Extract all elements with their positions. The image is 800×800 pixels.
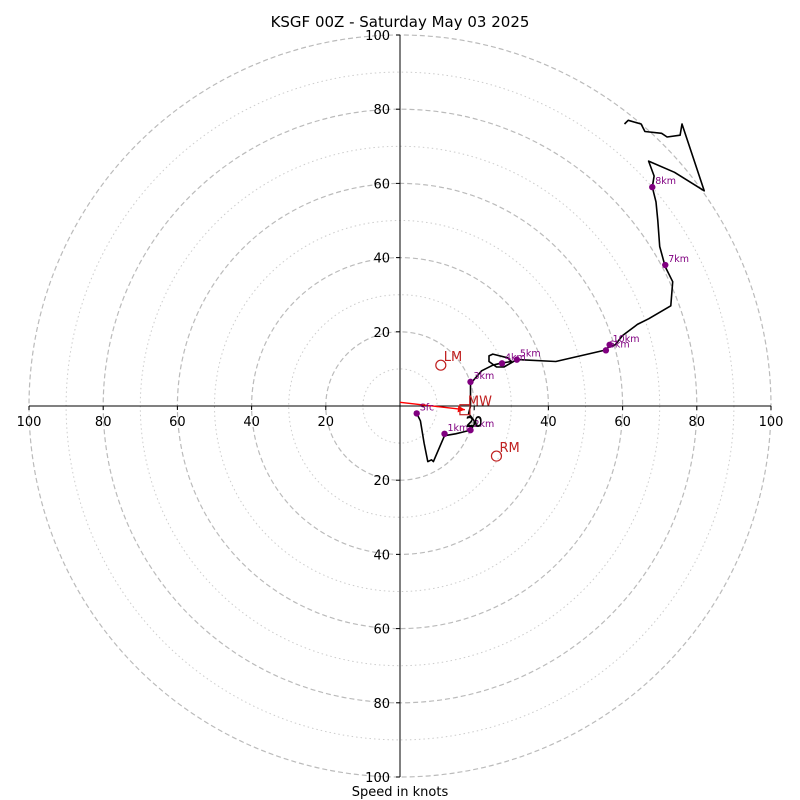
height-marker-point [649,183,656,191]
height-marker-point [467,378,474,386]
height-marker-label: 5km [520,349,541,360]
x-tick-label: 20 [318,415,335,430]
height-marker-label: 7km [668,254,689,265]
y-tick-label: 100 [365,771,390,786]
y-tick-label: 80 [373,697,390,712]
y-tick-label: 20 [373,326,390,341]
x-tick-label: 100 [17,415,42,430]
height-marker-point [662,261,669,269]
x-tick-label: 60 [169,415,186,430]
storm-motion-label: LM [444,350,462,365]
height-marker-point [602,347,610,354]
x-tick-label: 100 [759,415,784,430]
y-tick-label: 40 [373,548,390,563]
height-marker-label: 3km [473,371,494,382]
mean-wind-marker [459,404,471,416]
storm-motion-label: MW [468,395,492,410]
x-tick-label: 60 [614,415,631,430]
storm-motion-markers: LM RM MW [435,350,520,462]
x-axis-label: Speed in knots [352,785,449,800]
height-marker-label: 2km [473,419,494,430]
y-tick-label: 80 [373,103,390,118]
tick-labels: 100 80 60 40 20 20 40 60 80 100 100 80 60 40 20 20 40 60 8… [17,29,784,786]
y-tick-label: 60 [373,177,390,192]
hodograph-trace [415,119,706,463]
storm-motion-label: RM [499,441,519,456]
y-tick-label: 60 [373,623,390,638]
storm-motion-marker [490,450,503,462]
y-tick-label: 100 [365,29,390,44]
chart-title: KSGF 00Z - Saturday May 03 2025 [271,13,530,31]
shear-vector-line [399,401,466,411]
height-marker-point [467,426,474,434]
height-marker-label: Sfc [420,402,435,413]
height-markers: Sfc1km2km3km4km5km6km7km8km10km [413,176,689,438]
y-tick-label: 20 [373,474,390,489]
x-tick-label: 80 [95,415,112,430]
height-marker-label: 6km [609,339,630,350]
center-label: 20 [466,416,483,431]
height-marker-point [498,360,506,367]
x-tick-label: 40 [540,415,557,430]
height-marker-point [513,356,521,363]
height-marker-point [441,430,448,438]
storm-motion-marker [435,359,447,371]
x-tick-label: 80 [689,415,706,430]
x-tick-label: 40 [243,415,260,430]
height-marker-label: 1km [448,423,469,434]
axes [29,35,771,777]
hodograph-trace-group [415,119,706,463]
height-marker-point [413,410,420,417]
height-marker-label: 8km [655,176,676,187]
y-tick-label: 40 [373,252,390,267]
height-marker-label: 10km [613,334,640,345]
height-marker-point [606,341,613,348]
